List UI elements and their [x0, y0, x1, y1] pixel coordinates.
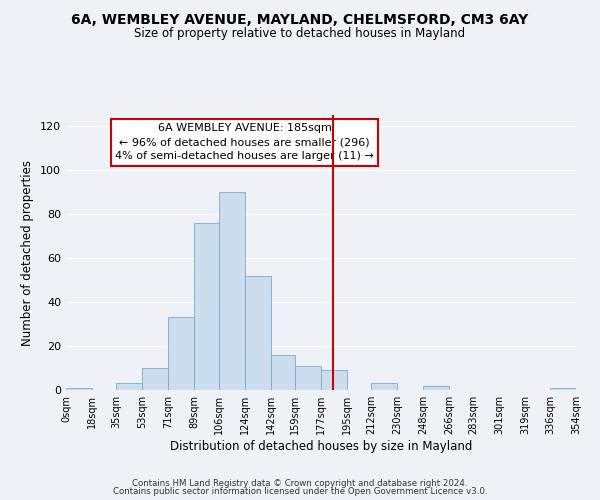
Y-axis label: Number of detached properties: Number of detached properties — [22, 160, 34, 346]
Bar — [321, 370, 347, 390]
Bar — [66, 388, 92, 390]
Bar — [371, 384, 397, 390]
Bar — [245, 276, 271, 390]
Text: 6A WEMBLEY AVENUE: 185sqm
← 96% of detached houses are smaller (296)
4% of semi-: 6A WEMBLEY AVENUE: 185sqm ← 96% of detac… — [115, 123, 374, 161]
X-axis label: Distribution of detached houses by size in Mayland: Distribution of detached houses by size … — [170, 440, 472, 453]
Bar — [423, 386, 449, 390]
Bar — [142, 368, 168, 390]
Bar — [116, 384, 142, 390]
Text: Size of property relative to detached houses in Mayland: Size of property relative to detached ho… — [134, 28, 466, 40]
Bar — [550, 388, 576, 390]
Bar — [168, 318, 194, 390]
Bar — [295, 366, 321, 390]
Bar — [219, 192, 245, 390]
Text: 6A, WEMBLEY AVENUE, MAYLAND, CHELMSFORD, CM3 6AY: 6A, WEMBLEY AVENUE, MAYLAND, CHELMSFORD,… — [71, 12, 529, 26]
Bar — [194, 223, 219, 390]
Text: Contains public sector information licensed under the Open Government Licence v3: Contains public sector information licen… — [113, 487, 487, 496]
Text: Contains HM Land Registry data © Crown copyright and database right 2024.: Contains HM Land Registry data © Crown c… — [132, 478, 468, 488]
Bar — [271, 355, 295, 390]
